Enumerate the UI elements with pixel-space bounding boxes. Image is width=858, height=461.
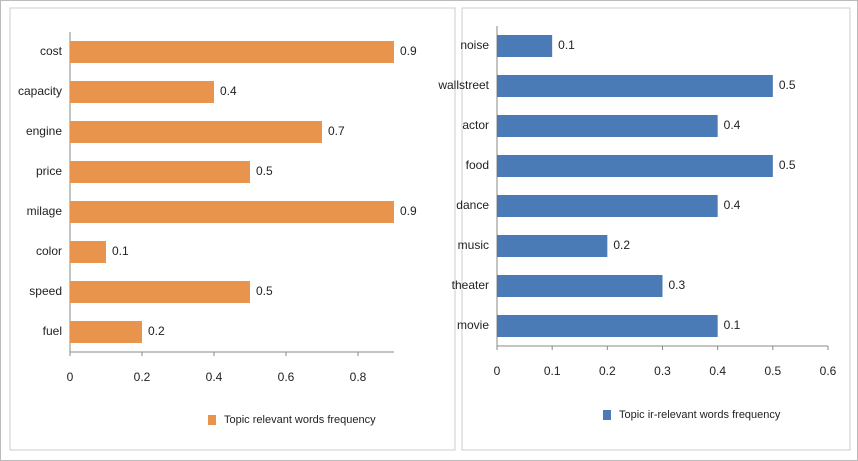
bar — [70, 41, 394, 63]
data-label: 0.5 — [779, 78, 796, 92]
y-tick-label: noise — [460, 38, 489, 52]
data-label: 0.1 — [558, 38, 575, 52]
bar — [70, 161, 250, 183]
data-label: 0.1 — [724, 318, 741, 332]
left-panel — [9, 7, 456, 451]
y-tick-label: price — [36, 164, 62, 178]
data-label: 0.4 — [220, 84, 237, 98]
data-label: 0.3 — [669, 278, 686, 292]
x-tick-label: 0.5 — [764, 364, 781, 378]
x-tick-label: 0 — [67, 370, 74, 384]
data-label: 0.4 — [724, 198, 741, 212]
y-tick-label: speed — [29, 284, 62, 298]
x-tick-label: 0.6 — [820, 364, 837, 378]
y-tick-label: capacity — [18, 84, 62, 98]
bar — [497, 115, 718, 137]
data-label: 0.9 — [400, 44, 417, 58]
y-tick-label: music — [458, 238, 489, 252]
x-tick-label: 0.1 — [544, 364, 561, 378]
bar — [70, 81, 214, 103]
bar — [497, 235, 608, 257]
data-label: 0.4 — [724, 118, 741, 132]
x-tick-label: 0.8 — [350, 370, 367, 384]
bar — [497, 75, 773, 97]
legend-label: Topic ir-relevant words frequency — [619, 409, 781, 421]
data-label: 0.5 — [256, 164, 273, 178]
x-tick-label: 0.4 — [206, 370, 223, 384]
y-tick-label: food — [466, 158, 489, 172]
y-tick-label: engine — [26, 124, 62, 138]
y-tick-label: color — [36, 244, 62, 258]
data-label: 0.5 — [256, 284, 273, 298]
right-panel — [461, 7, 851, 451]
legend-swatch — [603, 410, 611, 420]
legend-label: Topic relevant words frequency — [224, 414, 376, 426]
x-tick-label: 0 — [494, 364, 501, 378]
bar — [497, 275, 663, 297]
legend-swatch — [208, 415, 216, 425]
data-label: 0.1 — [112, 244, 129, 258]
bar — [70, 281, 250, 303]
x-tick-label: 0.6 — [278, 370, 295, 384]
bar — [70, 201, 394, 223]
bar — [497, 315, 718, 337]
data-label: 0.9 — [400, 204, 417, 218]
bar — [497, 155, 773, 177]
x-tick-label: 0.4 — [709, 364, 726, 378]
bar — [497, 195, 718, 217]
bar — [70, 321, 142, 343]
data-label: 0.5 — [779, 158, 796, 172]
y-tick-label: cost — [40, 44, 63, 58]
y-tick-label: actor — [462, 118, 489, 132]
data-label: 0.2 — [148, 324, 165, 338]
data-label: 0.2 — [613, 238, 630, 252]
bar — [497, 35, 553, 57]
y-tick-label: milage — [27, 204, 63, 218]
y-tick-label: theater — [452, 278, 489, 292]
x-tick-label: 0.2 — [134, 370, 151, 384]
x-tick-label: 0.3 — [654, 364, 671, 378]
y-tick-label: wallstreet — [437, 78, 489, 92]
y-tick-label: movie — [457, 318, 489, 332]
x-tick-label: 0.2 — [599, 364, 616, 378]
y-tick-label: dance — [456, 198, 489, 212]
bar — [70, 121, 322, 143]
data-label: 0.7 — [328, 124, 345, 138]
bar — [70, 241, 106, 263]
y-tick-label: fuel — [43, 324, 62, 338]
